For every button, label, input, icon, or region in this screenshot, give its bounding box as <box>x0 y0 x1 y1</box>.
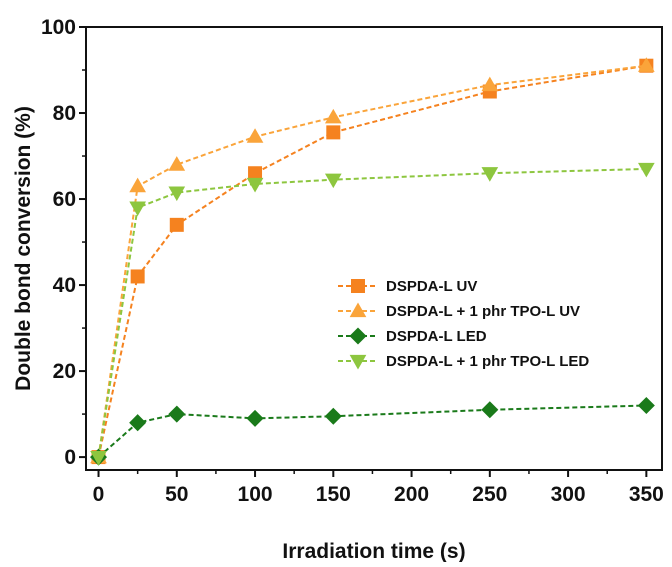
legend-marker <box>349 327 367 345</box>
data-point <box>168 405 186 423</box>
data-point <box>481 401 499 419</box>
data-point <box>248 166 263 181</box>
x-tick-label: 150 <box>316 483 351 506</box>
data-point <box>130 269 145 284</box>
y-tick-label: 0 <box>64 446 76 469</box>
data-point <box>246 128 264 143</box>
data-point <box>129 177 146 193</box>
series-4 <box>90 162 655 466</box>
data-point <box>481 76 499 92</box>
data-point <box>637 396 655 414</box>
legend-label: DSPDA-L + 1 phr TPO-L LED <box>386 353 589 370</box>
plot-frame <box>85 26 663 471</box>
data-point <box>246 177 264 193</box>
legend-label: DSPDA-L + 1 phr TPO-L UV <box>386 303 580 320</box>
legend-item: DSPDA-L + 1 phr TPO-L LED <box>338 353 589 370</box>
data-point <box>129 201 146 217</box>
x-tick-label: 250 <box>472 483 507 506</box>
data-point <box>246 409 264 427</box>
data-point <box>168 186 186 202</box>
y-tick-label: 100 <box>41 16 76 39</box>
x-tick-label: 100 <box>238 483 273 506</box>
x-axis-title: Irradiation time (s) <box>282 540 465 562</box>
x-tick-label: 50 <box>165 483 188 506</box>
series-layer <box>90 57 655 466</box>
y-tick-label: 40 <box>53 274 76 297</box>
data-point <box>324 407 342 425</box>
legend-marker <box>349 354 367 370</box>
y-tick-label: 60 <box>53 188 76 211</box>
y-tick-label: 80 <box>53 102 76 125</box>
x-tick-label: 200 <box>394 483 429 506</box>
data-point <box>481 167 499 182</box>
data-point <box>638 162 655 178</box>
series-line <box>97 64 647 458</box>
data-point <box>129 414 147 432</box>
legend: DSPDA-L UV DSPDA-L + 1 phr TPO-L UV DSPDA-… <box>338 278 589 370</box>
data-point <box>638 57 655 72</box>
x-tick-label: 0 <box>93 483 105 506</box>
data-point <box>168 156 186 171</box>
legend-marker <box>351 279 365 293</box>
series-2 <box>90 57 655 464</box>
data-point <box>169 217 184 232</box>
series-3 <box>90 396 655 466</box>
x-tick-label: 350 <box>629 483 664 506</box>
legend-marker <box>349 302 367 318</box>
data-point <box>324 173 342 189</box>
legend-item: DSPDA-L + 1 phr TPO-L UV <box>338 302 580 320</box>
legend-label: DSPDA-L UV <box>386 278 477 295</box>
x-tick-label: 300 <box>551 483 586 506</box>
series-line <box>97 64 647 458</box>
data-point <box>326 125 341 140</box>
data-point <box>324 108 342 124</box>
series-1 <box>91 58 654 465</box>
y-axis-title: Double bond conversion (%) <box>12 106 35 391</box>
legend-item: DSPDA-L LED <box>338 327 487 345</box>
legend-label: DSPDA-L LED <box>386 328 487 345</box>
y-tick-label: 20 <box>53 360 76 383</box>
data-point <box>90 450 107 466</box>
ticks-layer: 0 50 100 150 200 250 300 350 0 20 40 60 80 100 <box>41 16 664 506</box>
legend-item: DSPDA-L UV <box>338 278 477 295</box>
axes-layer <box>85 26 663 471</box>
